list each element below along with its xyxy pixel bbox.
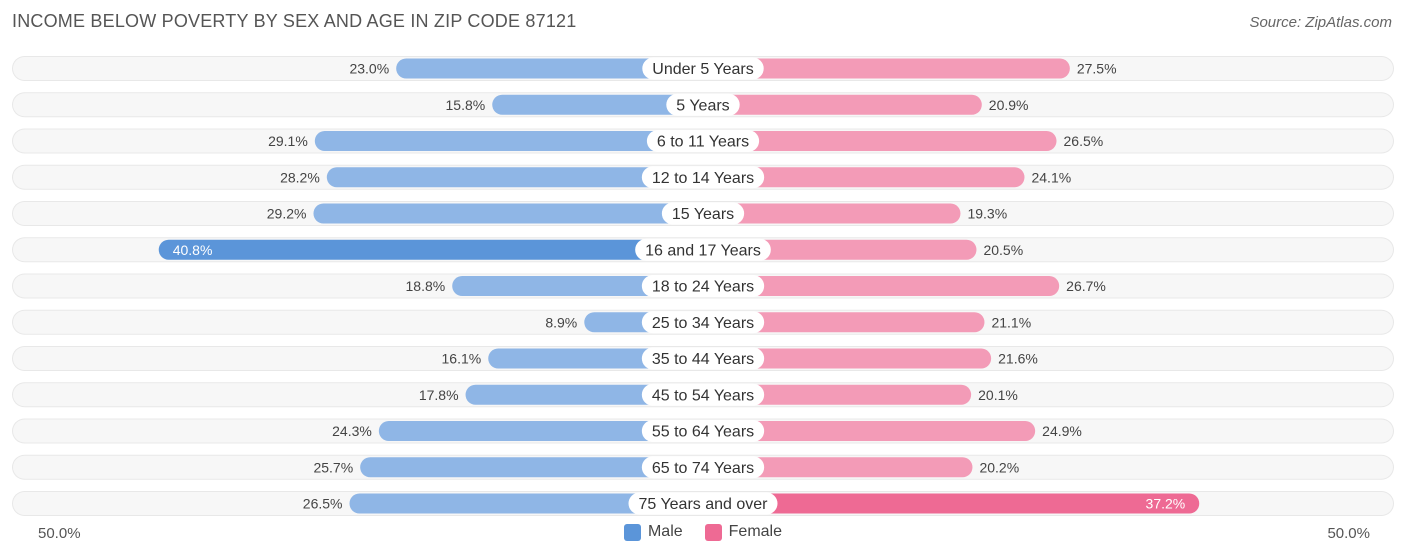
legend: Male Female (0, 523, 1406, 541)
data-label-female: 21.1% (991, 314, 1031, 330)
data-label-male: 23.0% (349, 61, 389, 77)
bar-female (703, 58, 1070, 79)
bar-female (703, 131, 1057, 151)
category-label-pill (628, 492, 778, 515)
bar-male (492, 94, 703, 115)
bar-male (313, 203, 703, 224)
legend-item-female: Female (704, 523, 783, 541)
data-label-male: 18.8% (406, 278, 446, 294)
data-label-female: 21.6% (998, 351, 1038, 367)
data-label-female: 19.3% (967, 206, 1007, 222)
bar-female (703, 276, 1060, 296)
data-label-female: 20.9% (989, 97, 1029, 113)
legend-swatch-male (623, 523, 641, 541)
data-label-male: 15.8% (446, 97, 486, 113)
bar-female (703, 167, 1025, 188)
data-label-male: 26.5% (303, 496, 343, 512)
category-label: 5 Years (676, 97, 729, 114)
legend-item-male: Male (623, 523, 683, 541)
category-label-pill (635, 238, 771, 261)
category-label: 45 to 54 Years (652, 387, 754, 404)
source-label: Source: ZipAtlas.com (1249, 14, 1392, 31)
bar-female (703, 94, 982, 115)
data-label-female: 20.2% (979, 459, 1019, 475)
bar-female (703, 493, 1200, 514)
category-label-pill (642, 57, 764, 80)
data-label-male: 25.7% (313, 459, 353, 475)
data-label-male: 17.8% (419, 387, 459, 403)
category-label: 25 to 34 Years (652, 315, 754, 332)
bar-female (703, 421, 1036, 441)
bar-female (703, 457, 973, 478)
category-label-pill (641, 420, 765, 442)
data-label-male: 24.3% (332, 423, 372, 439)
legend-swatch-female (704, 523, 722, 541)
category-label: 75 Years and over (639, 496, 769, 513)
category-label-pill (641, 456, 765, 479)
data-label-male: 40.8% (173, 242, 213, 258)
bar-male (349, 493, 703, 514)
category-label-pill (641, 311, 765, 334)
data-label-female: 24.1% (1031, 169, 1071, 185)
category-label: 35 to 44 Years (652, 351, 754, 368)
bar-male (314, 131, 703, 151)
bar-female (703, 312, 985, 333)
bar-male (396, 58, 703, 79)
category-label: 16 and 17 Years (645, 242, 761, 259)
data-label-female: 26.5% (1064, 133, 1104, 149)
category-label: 65 to 74 Years (652, 460, 754, 477)
category-label: 6 to 11 Years (657, 134, 749, 151)
chart-title: INCOME BELOW POVERTY BY SEX AND AGE IN Z… (12, 11, 577, 31)
category-label-pill (641, 347, 765, 370)
legend-label-male: Male (647, 523, 683, 540)
category-label: 55 to 64 Years (652, 424, 754, 441)
data-label-female: 26.7% (1066, 278, 1106, 294)
data-label-male: 29.1% (268, 133, 308, 149)
bar-male (360, 457, 703, 478)
category-label-pill (641, 166, 765, 189)
category-label-pill (641, 383, 765, 406)
data-label-female: 20.5% (983, 242, 1023, 258)
category-label-pill (641, 275, 765, 297)
bar-female (703, 384, 972, 405)
legend-label-female: Female (728, 523, 783, 540)
bar-male (326, 167, 703, 188)
data-label-female: 24.9% (1042, 423, 1082, 439)
category-label-pill (666, 93, 740, 116)
data-label-male: 28.2% (280, 169, 320, 185)
bar-male (452, 276, 703, 296)
category-label-pill (646, 130, 760, 152)
bar-male (158, 239, 703, 260)
category-label: 12 to 14 Years (652, 170, 754, 187)
bar-male (378, 421, 703, 441)
axis-left-label: 50.0% (38, 525, 81, 542)
category-label: Under 5 Years (652, 61, 753, 78)
category-label-pill (661, 202, 745, 225)
category-label: 15 Years (672, 206, 734, 223)
axis-right-label: 50.0% (1327, 525, 1370, 542)
bar-female (703, 203, 961, 224)
data-label-male: 29.2% (267, 206, 307, 222)
data-label-female: 37.2% (1146, 496, 1186, 512)
bar-female (703, 239, 977, 260)
data-label-female: 20.1% (978, 387, 1018, 403)
category-label: 18 to 24 Years (652, 279, 754, 296)
bar-female (703, 348, 992, 369)
data-label-female: 27.5% (1077, 61, 1117, 77)
data-label-male: 16.1% (442, 351, 482, 367)
data-label-male: 8.9% (545, 314, 577, 330)
diverging-bar-chart: Under 5 Years 23.0% 27.5% 5 Years 15.8% 20.9%… (12, 56, 1394, 516)
